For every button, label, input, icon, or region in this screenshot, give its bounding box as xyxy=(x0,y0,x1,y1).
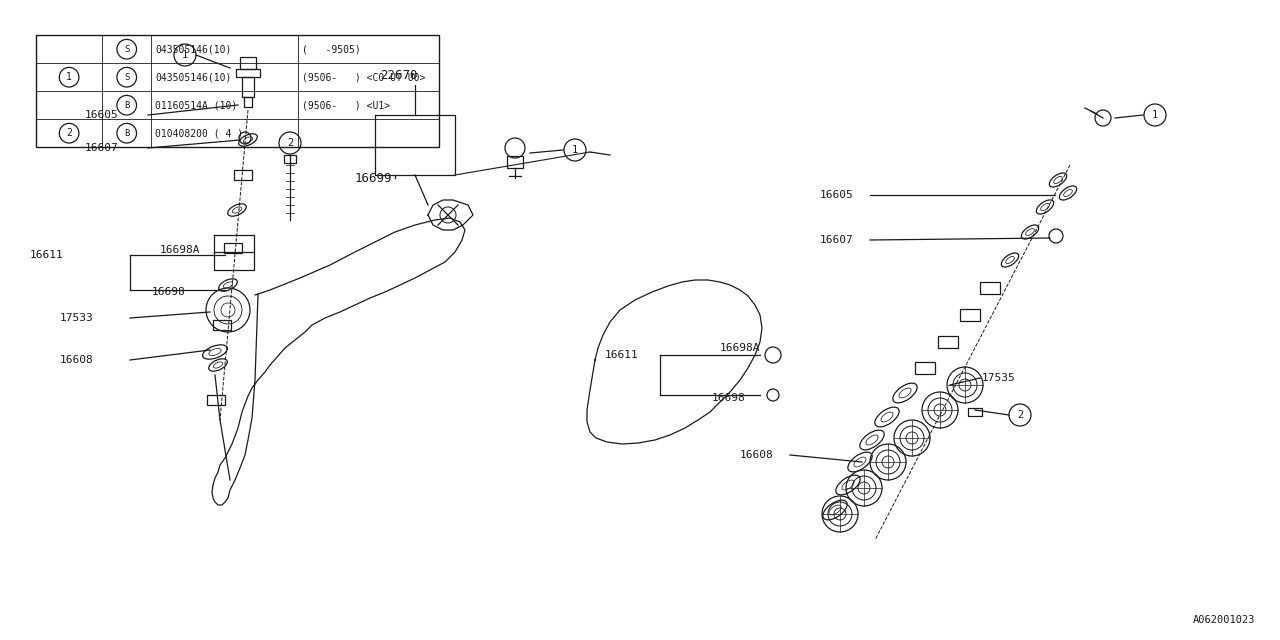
Text: 17535: 17535 xyxy=(982,373,1016,383)
Bar xyxy=(980,282,1000,294)
Text: 01160514A (10): 01160514A (10) xyxy=(155,100,237,110)
Text: 2: 2 xyxy=(287,138,293,148)
Bar xyxy=(507,156,524,168)
Text: 010408200 ( 4 ): 010408200 ( 4 ) xyxy=(155,128,243,138)
Text: 16608: 16608 xyxy=(740,450,773,460)
Bar xyxy=(241,57,256,69)
Text: 043505146(10): 043505146(10) xyxy=(155,44,232,54)
Text: 17533: 17533 xyxy=(60,313,93,323)
Bar xyxy=(915,362,934,374)
Text: 1: 1 xyxy=(182,50,188,60)
Text: S: S xyxy=(124,73,129,82)
Text: 1: 1 xyxy=(67,72,72,82)
Text: 2: 2 xyxy=(67,128,72,138)
Text: (9506-   ) <C0 UT U0>: (9506- ) <C0 UT U0> xyxy=(302,72,426,82)
Text: 2: 2 xyxy=(1016,410,1023,420)
Text: A062001023: A062001023 xyxy=(1193,615,1254,625)
Text: 043505146(10): 043505146(10) xyxy=(155,72,232,82)
Text: 16698: 16698 xyxy=(152,287,186,297)
Text: B: B xyxy=(124,129,129,138)
Text: 16611: 16611 xyxy=(605,350,639,360)
Text: 1: 1 xyxy=(1152,110,1158,120)
Text: (   -9505): ( -9505) xyxy=(302,44,361,54)
Text: 16608: 16608 xyxy=(60,355,93,365)
Text: (9506-   ) <U1>: (9506- ) <U1> xyxy=(302,100,390,110)
Text: S: S xyxy=(124,45,129,54)
Bar xyxy=(968,408,982,416)
Bar xyxy=(938,336,957,348)
Text: 16605: 16605 xyxy=(84,110,119,120)
Text: 1: 1 xyxy=(572,145,579,155)
Bar xyxy=(960,309,980,321)
Bar xyxy=(284,155,296,163)
Text: 16698A: 16698A xyxy=(719,343,760,353)
Text: 16698A: 16698A xyxy=(160,245,201,255)
Text: 16605: 16605 xyxy=(820,190,854,200)
Bar xyxy=(224,243,242,253)
Bar xyxy=(234,170,252,180)
Bar xyxy=(212,320,230,330)
Text: 16611: 16611 xyxy=(29,250,64,260)
Text: 16698: 16698 xyxy=(712,393,746,403)
Text: 16607: 16607 xyxy=(820,235,854,245)
Bar xyxy=(207,395,225,405)
Text: 22670: 22670 xyxy=(380,68,417,81)
Bar xyxy=(242,77,253,97)
Text: 16607: 16607 xyxy=(84,143,119,153)
Text: B: B xyxy=(124,100,129,109)
Text: 16699: 16699 xyxy=(355,172,393,184)
Bar xyxy=(236,69,260,77)
Bar xyxy=(36,35,439,147)
